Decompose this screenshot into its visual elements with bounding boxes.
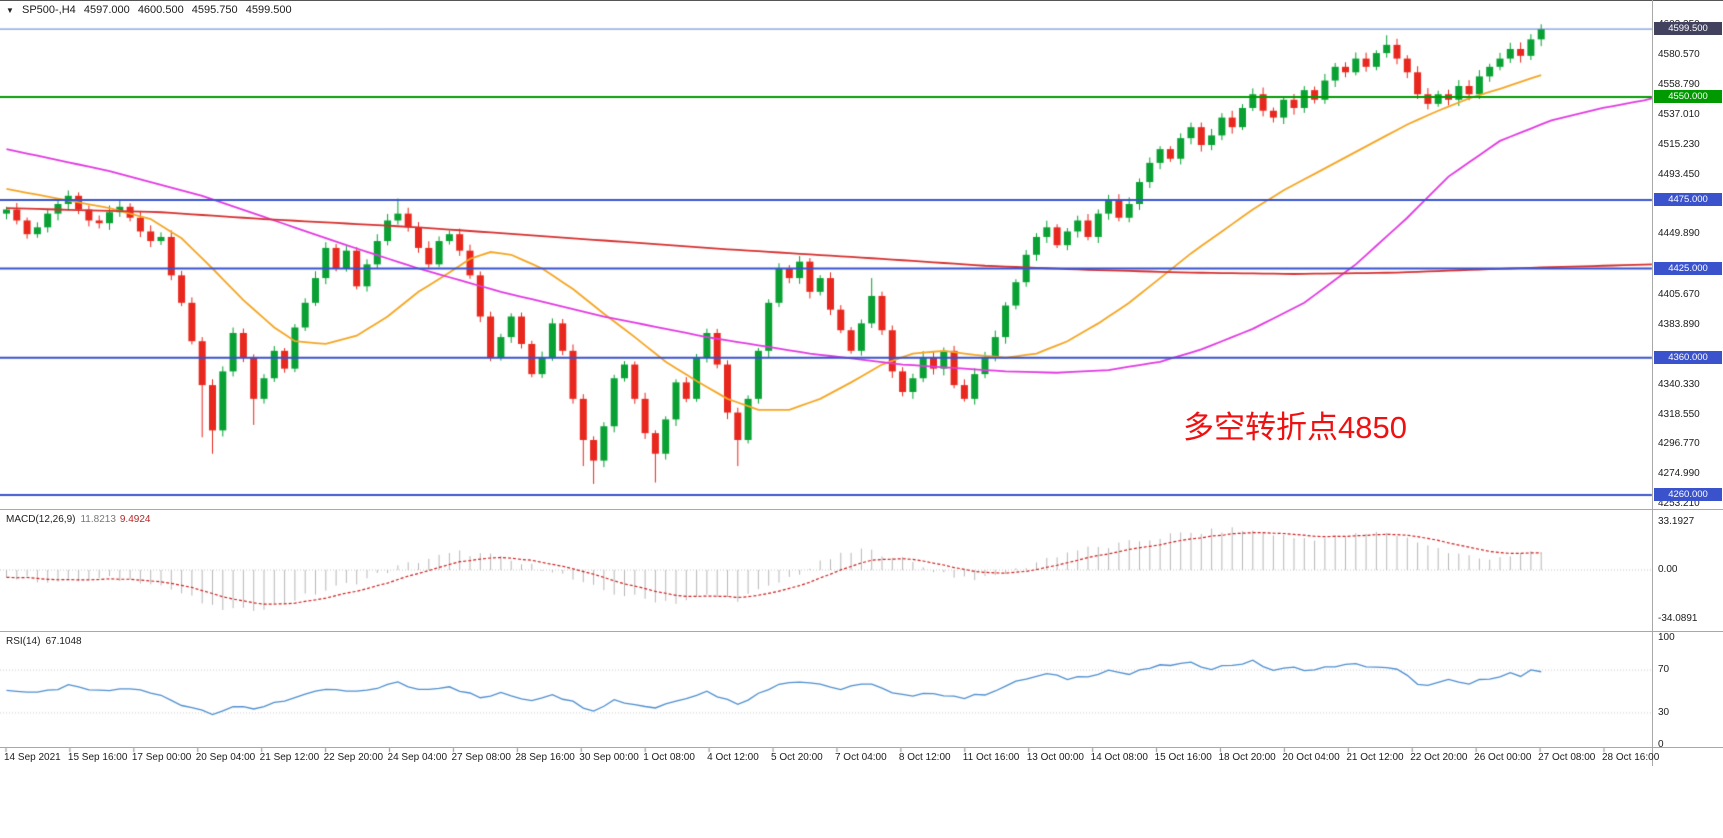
rsi-header: RSI(14) 67.1048: [6, 636, 87, 647]
rsi-axis-label: 0: [1658, 739, 1664, 750]
time-axis-label: 22 Sep 20:00: [323, 752, 384, 763]
price-axis-label: 4296.770: [1658, 438, 1700, 450]
axis-separator: [1652, 0, 1653, 766]
price-axis-label: 4405.670: [1658, 289, 1700, 301]
time-axis[interactable]: 14 Sep 2021 15 Sep 16:00 17 Sep 00:00 20 Se…: [0, 748, 1659, 768]
price-tag: 4599.500: [1654, 22, 1722, 36]
macd-signal-value: 9.4924: [119, 514, 151, 525]
time-axis-label: 18 Oct 20:00: [1218, 752, 1276, 763]
time-axis-label: 15 Sep 16:00: [67, 752, 128, 763]
price-axis-label: 4318.550: [1658, 408, 1700, 420]
price-axis-label: 4383.890: [1658, 318, 1700, 330]
symbol-dropdown-icon[interactable]: ▼: [6, 6, 14, 15]
price-axis-label: 4253.210: [1658, 498, 1700, 510]
rsi-value: 67.1048: [45, 636, 82, 647]
rsi-axis-label: 100: [1658, 632, 1675, 643]
time-axis-label: 17 Sep 00:00: [131, 752, 192, 763]
macd-axis-label: -34.0891: [1658, 613, 1698, 625]
price-axis-label: 4493.450: [1658, 168, 1700, 180]
ohlc-high: 4600.500: [137, 4, 184, 16]
rsi-label: RSI(14): [6, 636, 41, 647]
pane-separator-timeaxis: [0, 747, 1723, 748]
time-axis-label: 27 Oct 08:00: [1538, 752, 1596, 763]
price-tag: 4360.000: [1654, 350, 1722, 364]
price-axis-label: 4558.790: [1658, 78, 1700, 90]
price-tag: 4550.000: [1654, 90, 1722, 103]
time-axis-label: 14 Oct 08:00: [1090, 752, 1148, 763]
time-axis-label: 15 Oct 16:00: [1154, 752, 1212, 763]
time-axis-label: 4 Oct 12:00: [707, 752, 759, 763]
macd-axis-label: 33.1927: [1658, 515, 1695, 527]
price-axis-label: 4515.230: [1658, 138, 1700, 150]
annotation-text[interactable]: 多空转折点4850: [1183, 410, 1407, 445]
price-axis-label: 4340.330: [1658, 378, 1700, 390]
time-axis-label: 11 Oct 16:00: [962, 752, 1020, 763]
price-axis-label: 4537.010: [1658, 108, 1700, 120]
price-tag: 4425.000: [1654, 261, 1722, 275]
ohlc-open: 4597.000: [83, 4, 130, 16]
chart-header: ▼ SP500-,H4 4597.000 4600.500 4595.750 4…: [6, 4, 297, 16]
pane-separator-rsi[interactable]: [0, 631, 1723, 632]
time-axis-label: 8 Oct 12:00: [898, 752, 951, 763]
time-axis-label: 30 Sep 00:00: [579, 752, 639, 763]
price-axis-label: 4449.890: [1658, 228, 1700, 240]
time-axis-label: 22 Oct 20:00: [1410, 752, 1468, 763]
time-axis-label: 28 Sep 16:00: [515, 752, 575, 763]
time-axis-label: 20 Oct 04:00: [1282, 752, 1340, 763]
chart-title: SP500-,H4: [21, 4, 76, 16]
time-axis-label: 27 Sep 08:00: [451, 752, 511, 763]
rsi-axis-label: 30: [1658, 706, 1670, 718]
time-axis-label: 20 Sep 04:00: [195, 752, 256, 763]
time-axis-label: 13 Oct 00:00: [1026, 752, 1084, 763]
macd-axis-label: 0.00: [1658, 564, 1678, 575]
ohlc-close: 4599.500: [245, 4, 292, 16]
time-axis-label: 14 Sep 2021: [4, 752, 61, 763]
price-axis-label: 4274.990: [1658, 468, 1700, 480]
time-axis-label: 7 Oct 04:00: [834, 752, 887, 763]
macd-main-value: 11.8213: [80, 514, 116, 525]
time-axis-label: 24 Sep 04:00: [387, 752, 448, 763]
price-tag: 4260.000: [1654, 487, 1722, 501]
time-axis-label: 5 Oct 20:00: [771, 752, 823, 763]
price-tag: 4475.000: [1654, 192, 1722, 206]
time-axis-label: 1 Oct 08:00: [643, 752, 695, 763]
macd-label: MACD(12,26,9): [6, 514, 76, 525]
pane-separator-macd[interactable]: [0, 509, 1723, 510]
price-axis-label: 4580.570: [1658, 49, 1700, 61]
window-top-border: [0, 0, 1723, 1]
time-axis-label: 26 Oct 00:00: [1474, 752, 1532, 763]
rsi-axis-label: 70: [1658, 664, 1670, 676]
time-axis-label: 21 Sep 12:00: [259, 752, 320, 763]
ohlc-low: 4595.750: [191, 4, 238, 16]
macd-header: MACD(12,26,9) 11.8213 9.4924: [6, 514, 150, 525]
time-axis-label: 28 Oct 16:00: [1602, 752, 1660, 763]
time-axis-label: 21 Oct 12:00: [1346, 752, 1404, 763]
